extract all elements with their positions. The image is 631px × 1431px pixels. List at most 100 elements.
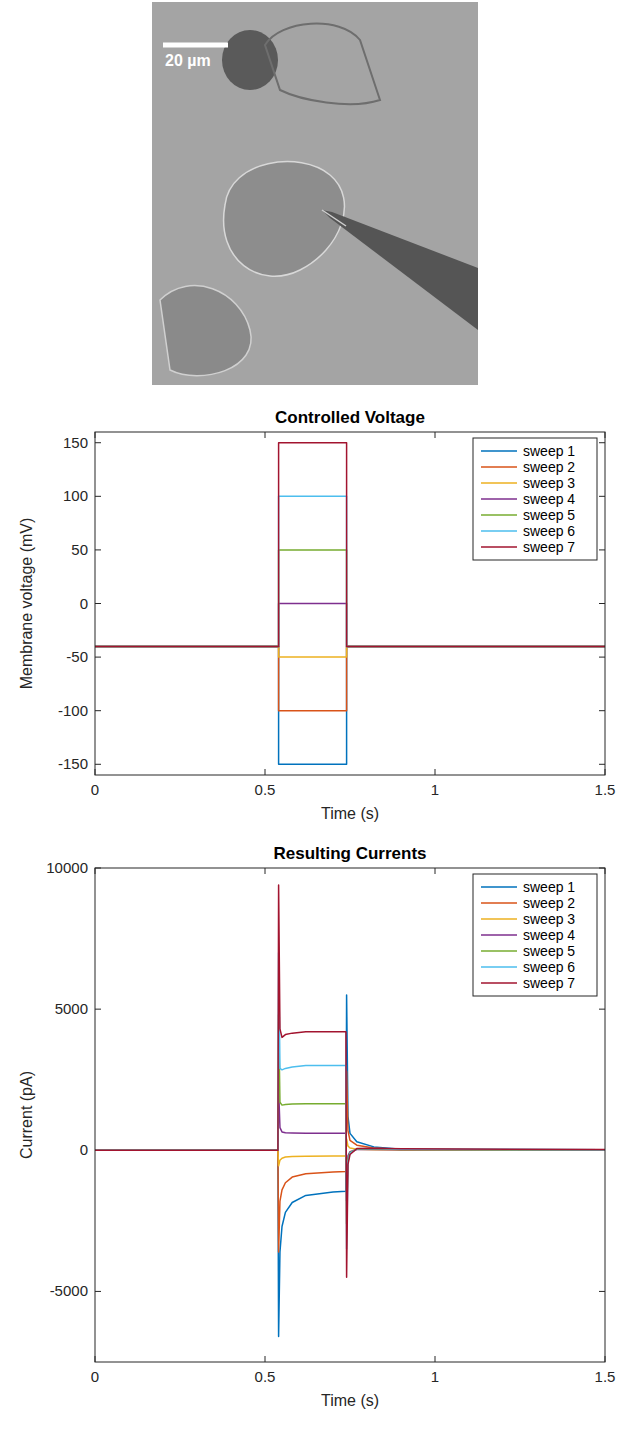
y-tick	[95, 549, 101, 550]
series-line	[95, 443, 605, 647]
pipette-tip	[322, 210, 346, 226]
legend-swatch	[481, 530, 517, 532]
y-axis-title: Membrane voltage (mV)	[18, 518, 35, 690]
y-tick-label: 50	[71, 541, 88, 558]
y-tick	[599, 442, 605, 443]
y-tick	[95, 764, 101, 765]
legend-swatch	[481, 450, 517, 452]
series-line	[95, 1071, 605, 1252]
axes-frame	[95, 432, 605, 775]
legend-label: sweep 1	[523, 879, 575, 895]
x-tick-label: 1	[431, 1368, 439, 1385]
legend-label: sweep 3	[523, 911, 575, 927]
x-tick	[435, 1356, 436, 1362]
series-line	[95, 1015, 605, 1224]
scale-bar-label: 20 µm	[165, 52, 211, 69]
x-tick	[435, 769, 436, 775]
title: Controlled Voltage	[275, 408, 425, 427]
page: 20 µm Controlled Voltage 0 0.5 1 1.5 -150 -100 -…	[0, 0, 631, 1431]
x-tick	[435, 868, 436, 874]
legend-label: sweep 4	[523, 491, 575, 507]
y-tick-label: -5000	[50, 1282, 88, 1299]
series-line	[95, 604, 605, 647]
series-line	[95, 995, 605, 1337]
legend-label: sweep 2	[523, 459, 575, 475]
lines	[95, 885, 605, 1337]
y-tick	[599, 1291, 605, 1292]
legend-label: sweep 6	[523, 959, 575, 975]
y-tick-label: 10000	[46, 859, 88, 876]
cell	[160, 286, 251, 376]
legend-swatch	[481, 902, 517, 904]
x-tick-label: 1	[431, 781, 439, 798]
chart: Controlled Voltage00.511.5-150-100-50050…	[18, 408, 615, 822]
plot-area	[95, 868, 605, 1362]
legend-swatch	[481, 482, 517, 484]
series-line	[95, 646, 605, 710]
y-tick	[95, 442, 101, 443]
series-line	[95, 646, 605, 657]
legend-swatch	[481, 498, 517, 500]
legend-label: sweep 5	[523, 507, 575, 523]
legend-label: sweep 3	[523, 475, 575, 491]
cell-outline	[265, 24, 380, 105]
x-tick-label: 0.5	[255, 1368, 276, 1385]
y-tick	[599, 764, 605, 765]
x-tick	[265, 769, 266, 775]
title: Resulting Currents	[273, 844, 426, 863]
y-tick-label: 0	[80, 1141, 88, 1158]
y-tick-label: -50	[66, 648, 88, 665]
micrograph	[152, 2, 478, 385]
series-line	[95, 1088, 605, 1201]
legend-swatch	[481, 466, 517, 468]
series-line	[95, 953, 605, 1249]
y-axis-title: Current (pA)	[18, 1071, 35, 1159]
x-tick-label: 1.5	[595, 781, 616, 798]
y-tick-label: 150	[63, 434, 88, 451]
y-tick	[599, 1009, 605, 1010]
y-tick	[95, 1291, 101, 1292]
x-tick-label: 0	[91, 781, 99, 798]
legend-swatch	[481, 514, 517, 516]
x-tick	[265, 1356, 266, 1362]
y-tick	[95, 603, 101, 604]
x-axis-title: Time (s)	[321, 1392, 379, 1409]
x-tick-label: 1.5	[595, 1368, 616, 1385]
y-tick	[599, 549, 605, 550]
lines	[95, 443, 605, 765]
x-axis-title: Time (s)	[321, 805, 379, 822]
y-tick-label: -100	[58, 702, 88, 719]
legend-label: sweep 4	[523, 927, 575, 943]
legend-label: sweep 2	[523, 895, 575, 911]
x-tick	[265, 868, 266, 874]
pipette	[322, 210, 478, 330]
y-tick	[599, 603, 605, 604]
y-tick-label: 100	[63, 487, 88, 504]
legend-label: sweep 5	[523, 943, 575, 959]
legend-label: sweep 1	[523, 443, 575, 459]
legend-swatch	[481, 966, 517, 968]
x-tick	[435, 432, 436, 438]
legend-swatch	[481, 982, 517, 984]
y-tick	[599, 657, 605, 658]
legend: sweep 1sweep 2sweep 3sweep 4sweep 5sweep…	[473, 874, 597, 996]
y-tick-label: -150	[58, 755, 88, 772]
series-line	[95, 646, 605, 764]
x-tick	[265, 432, 266, 438]
legend-swatch	[481, 918, 517, 920]
legend: sweep 1sweep 2sweep 3sweep 4sweep 5sweep…	[473, 438, 597, 560]
legend-label: sweep 6	[523, 523, 575, 539]
legend-box	[473, 874, 597, 996]
legend-label: sweep 7	[523, 539, 575, 555]
image-background	[152, 2, 478, 385]
legend-label: sweep 7	[523, 975, 575, 991]
y-tick	[95, 710, 101, 711]
x-tick-label: 0	[91, 1368, 99, 1385]
y-tick	[95, 657, 101, 658]
y-tick	[95, 496, 101, 497]
legend-swatch	[481, 886, 517, 888]
series-line	[95, 550, 605, 646]
x-tick-label: 0.5	[255, 781, 276, 798]
y-tick-label: 5000	[55, 1000, 88, 1017]
y-tick	[95, 1009, 101, 1010]
